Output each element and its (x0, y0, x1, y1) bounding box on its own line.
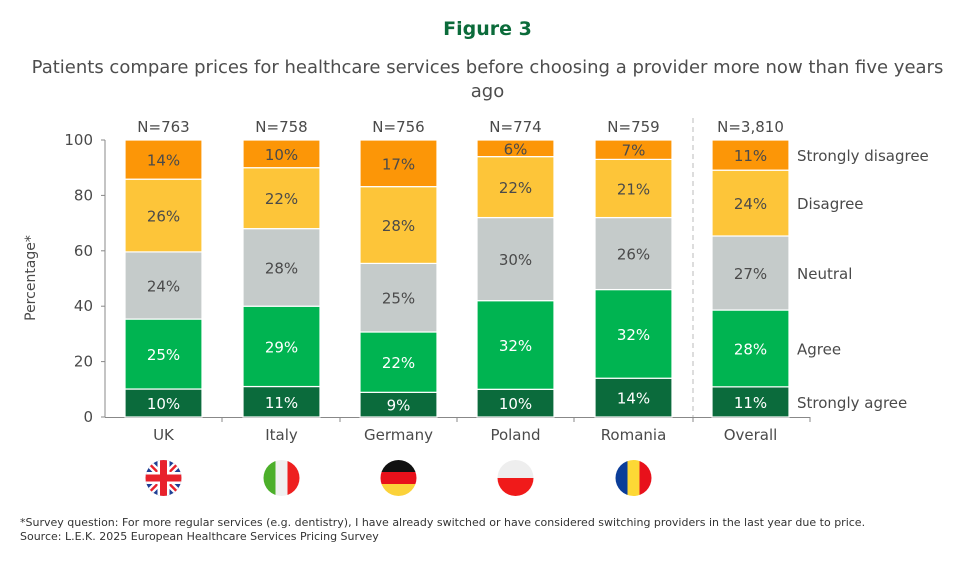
data-label: 11% (734, 394, 767, 412)
bar-segment-strongly-disagree (242, 139, 321, 169)
data-label: 17% (382, 155, 415, 173)
y-tick-label: 100 (64, 131, 93, 149)
data-label: 14% (147, 152, 180, 170)
data-label: 6% (504, 140, 528, 158)
data-label: 25% (382, 290, 415, 308)
sample-size-label: N=759 (607, 118, 659, 136)
y-tick-label: 80 (74, 186, 93, 204)
bar-segment-disagree (476, 156, 555, 219)
chart-title: Patients compare prices for healthcare s… (31, 57, 944, 102)
x-tick-label: Poland (490, 426, 540, 444)
data-label: 27% (734, 265, 767, 283)
data-label: 22% (382, 354, 415, 372)
italy-flag-icon (263, 460, 300, 496)
sample-size-label: N=756 (372, 118, 424, 136)
data-label: 11% (265, 394, 298, 412)
sample-size-label: N=763 (137, 118, 189, 136)
data-label: 14% (617, 390, 650, 408)
sample-size-label: N=3,810 (717, 118, 784, 136)
legend-label-strongly-disagree: Strongly disagree (797, 147, 929, 165)
data-label: 28% (382, 217, 415, 235)
data-label: 26% (147, 208, 180, 226)
bar-segment-disagree (242, 167, 321, 230)
romania-flag-icon (615, 460, 652, 496)
bar-segment-agree (124, 318, 203, 390)
legend-label-agree: Agree (797, 340, 841, 358)
data-label: 21% (617, 180, 650, 198)
data-label: 26% (617, 246, 650, 264)
bar-segment-strongly-disagree (711, 139, 790, 171)
data-label: 24% (147, 277, 180, 295)
sample-size-label: N=758 (255, 118, 307, 136)
bar-segment-strongly-disagree (476, 139, 555, 158)
bar-segment-neutral (359, 262, 438, 333)
bar-segment-neutral (476, 216, 555, 302)
legend-label-disagree: Disagree (797, 195, 864, 213)
bar-segment-strongly-agree (711, 386, 790, 418)
bar-segment-strongly-agree (359, 391, 438, 418)
data-label: 30% (499, 251, 532, 269)
bar-segment-disagree (594, 158, 673, 219)
bar-segment-disagree (124, 178, 203, 253)
bar-segment-neutral (711, 235, 790, 311)
bar-segment-agree (711, 309, 790, 388)
figure-label: Figure 3 (443, 18, 532, 40)
data-label: 24% (734, 195, 767, 213)
bar-segment-disagree (359, 186, 438, 265)
bar-segment-agree (242, 305, 321, 388)
bar-segment-strongly-disagree (594, 139, 673, 160)
x-tick-label: Italy (265, 426, 298, 444)
y-tick-label: 20 (74, 353, 93, 371)
bar-segment-neutral (594, 216, 673, 291)
bar-segment-agree (476, 300, 555, 390)
y-tick-label: 40 (74, 297, 93, 315)
data-label: 10% (499, 395, 532, 413)
x-tick-label: Romania (601, 426, 667, 444)
bar-segment-agree (594, 288, 673, 379)
poland-flag-icon (497, 460, 534, 496)
data-label: 7% (622, 142, 646, 160)
bar-segment-neutral (124, 251, 203, 320)
data-label: 11% (734, 147, 767, 165)
x-tick-label: Overall (724, 426, 778, 444)
y-tick-label: 0 (83, 408, 93, 426)
data-label: 22% (499, 179, 532, 197)
data-label: 28% (265, 259, 298, 277)
bar-segment-strongly-agree (476, 388, 555, 418)
footnote-survey-question: *Survey question: For more regular servi… (20, 516, 866, 529)
data-label: 32% (617, 326, 650, 344)
bar-segment-agree (359, 331, 438, 393)
bar-segment-strongly-disagree (124, 139, 203, 180)
sample-size-label: N=774 (489, 118, 541, 136)
data-label: 32% (499, 337, 532, 355)
data-label: 29% (265, 338, 298, 356)
x-tick-label: UK (153, 426, 175, 444)
y-axis-label: Percentage* (23, 235, 39, 321)
footnote: *Survey question: For more regular servi… (20, 516, 865, 544)
y-tick-label: 60 (74, 242, 93, 260)
bar-segment-strongly-disagree (359, 139, 438, 188)
data-label: 10% (147, 395, 180, 413)
data-label: 25% (147, 346, 180, 364)
legend-label-strongly-agree: Strongly agree (797, 394, 907, 412)
data-label: 22% (265, 190, 298, 208)
uk-flag-icon (145, 460, 182, 496)
data-label: 28% (734, 340, 767, 358)
x-tick-label: Germany (364, 426, 433, 444)
data-label: 9% (387, 397, 411, 415)
bar-segment-neutral (242, 228, 321, 307)
data-label: 10% (265, 146, 298, 164)
footnote-source: Source: L.E.K. 2025 European Healthcare … (20, 530, 379, 543)
germany-flag-icon (380, 460, 417, 496)
legend-label-neutral: Neutral (797, 265, 852, 283)
